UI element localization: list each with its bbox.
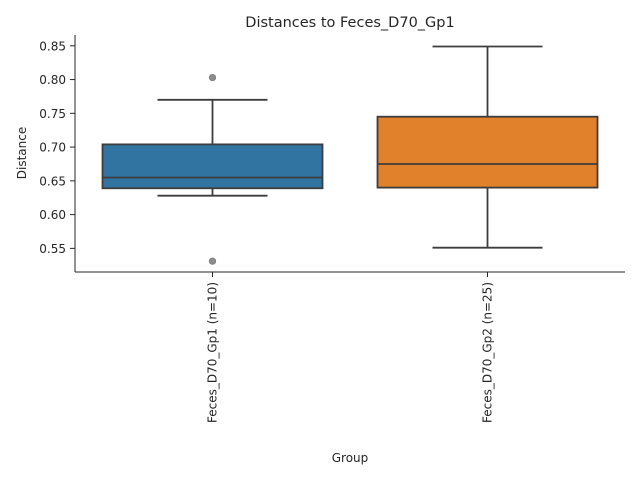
- outlier-point: [208, 257, 217, 265]
- x-tick-label: Feces_D70_Gp1 (n=10): [206, 282, 220, 423]
- y-tick-label: 0.70: [39, 141, 66, 155]
- y-tick-label: 0.80: [39, 73, 66, 87]
- x-axis: Feces_D70_Gp1 (n=10) Feces_D70_Gp2 (n=25): [206, 272, 495, 423]
- outlier-point: [208, 73, 217, 82]
- box-group: [101, 73, 324, 265]
- y-axis-label: Distance: [15, 127, 29, 179]
- y-tick-label: 0.75: [39, 107, 66, 121]
- y-tick-label: 0.55: [39, 242, 66, 256]
- boxes: [101, 45, 599, 265]
- box-iqr: [101, 143, 324, 190]
- box-group: [376, 45, 599, 249]
- box-iqr: [376, 115, 599, 189]
- y-tick-label: 0.85: [39, 39, 66, 53]
- chart-title: Distances to Feces_D70_Gp1: [245, 15, 454, 31]
- y-axis: 0.55 0.60 0.65 0.70 0.75 0.80 0.85: [39, 39, 75, 256]
- x-axis-label: Group: [332, 451, 369, 465]
- y-tick-label: 0.65: [39, 174, 66, 188]
- x-tick-label: Feces_D70_Gp2 (n=25): [481, 282, 495, 423]
- y-tick-label: 0.60: [39, 208, 66, 222]
